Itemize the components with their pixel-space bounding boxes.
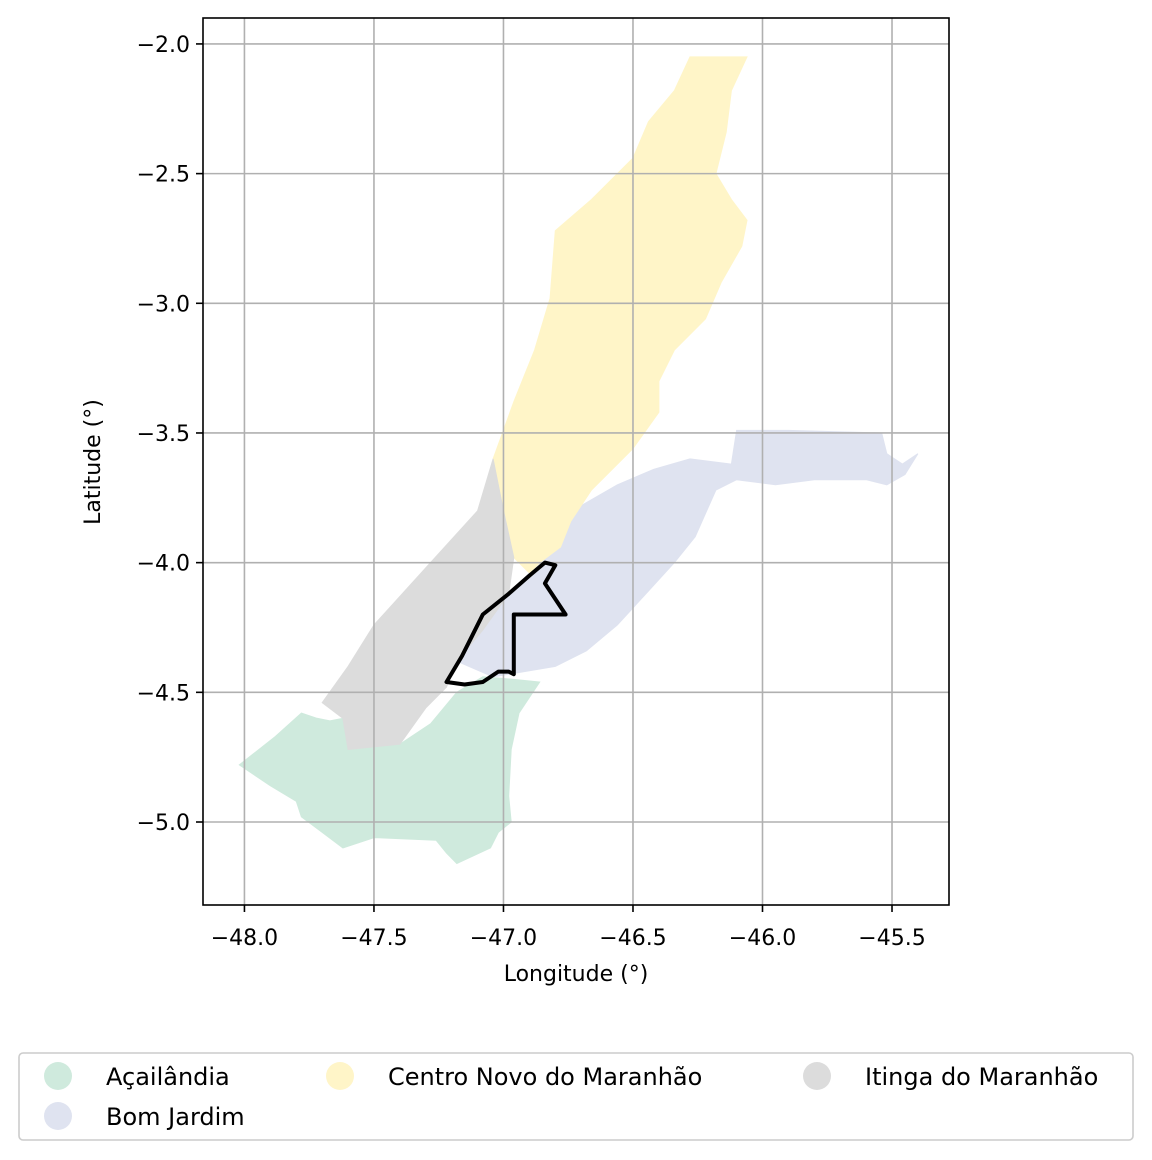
x-tick-label: −46.0 bbox=[729, 926, 796, 951]
y-axis-ticks: −2.0 −2.5 −3.0 −3.5 −4.0 −4.5 −5.0 bbox=[137, 33, 203, 836]
regions-layer bbox=[238, 56, 919, 865]
y-tick-label: −2.5 bbox=[137, 163, 190, 188]
y-tick-label: −3.5 bbox=[137, 422, 190, 447]
x-tick-label: −48.0 bbox=[211, 926, 278, 951]
region-centro-novo-do-maranhao bbox=[492, 56, 748, 574]
legend-frame bbox=[18, 1052, 1134, 1141]
x-tick-label: −47.5 bbox=[340, 926, 407, 951]
x-tick-label: −46.5 bbox=[599, 926, 666, 951]
plot-frame bbox=[202, 17, 950, 906]
y-tick-label: −4.5 bbox=[137, 681, 190, 706]
y-tick-label: −3.0 bbox=[137, 292, 190, 317]
region-acailandia bbox=[238, 676, 541, 865]
legend-label-centro-novo-do-maranhao: Centro Novo do Maranhão bbox=[388, 1063, 702, 1091]
legend-label-bom-jardim: Bom Jardim bbox=[106, 1103, 245, 1131]
y-tick-label: −4.0 bbox=[137, 552, 190, 577]
x-axis-label: Longitude (°) bbox=[504, 962, 649, 987]
legend-marker-itinga-do-maranhao bbox=[803, 1062, 831, 1090]
legend-marker-acailandia bbox=[44, 1062, 72, 1090]
outline-layer bbox=[444, 560, 568, 687]
y-tick-label: −5.0 bbox=[137, 811, 190, 836]
legend-label-acailandia: Açailândia bbox=[106, 1063, 230, 1091]
x-tick-label: −45.5 bbox=[858, 926, 925, 951]
study-area-outline bbox=[444, 560, 568, 687]
grid-layer bbox=[203, 18, 949, 905]
x-axis-ticks: −48.0 −47.5 −47.0 −46.5 −46.0 −45.5 bbox=[211, 905, 926, 951]
legend-marker-centro-novo-do-maranhao bbox=[326, 1062, 354, 1090]
legend-marker-bom-jardim bbox=[44, 1102, 72, 1130]
legend-label-itinga-do-maranhao: Itinga do Maranhão bbox=[865, 1063, 1098, 1091]
y-tick-label: −2.0 bbox=[137, 33, 190, 58]
legend: Açailândia Bom Jardim Centro Novo do Maran… bbox=[18, 1052, 1134, 1141]
region-itinga-do-maranhao bbox=[321, 458, 515, 750]
y-axis-label: Latitude (°) bbox=[81, 399, 106, 525]
legend-items: Açailândia Bom Jardim Centro Novo do Maran… bbox=[44, 1062, 1098, 1131]
x-tick-label: −47.0 bbox=[470, 926, 537, 951]
